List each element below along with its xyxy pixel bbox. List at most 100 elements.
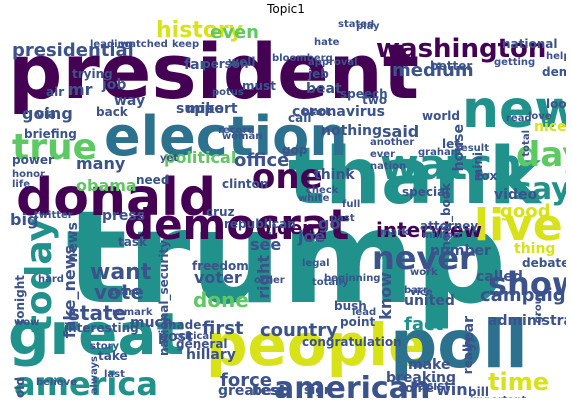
word-sign: sign: [304, 383, 333, 397]
word-time: time: [488, 368, 549, 396]
word-force: force: [220, 370, 272, 391]
word-campaign: campaign: [480, 285, 566, 306]
word-well: well: [228, 55, 256, 69]
word-washington: washington: [376, 34, 547, 64]
word-america: america: [14, 365, 158, 398]
word-thing: thing: [514, 241, 556, 257]
word-never: never: [372, 239, 475, 277]
word-critical: critical: [174, 331, 213, 342]
word-via: via: [36, 107, 57, 121]
word-office: office: [234, 150, 290, 171]
word-world: world: [422, 109, 460, 123]
word-racist: racist: [412, 379, 451, 393]
word-poll: poll: [390, 306, 528, 383]
word-live: live: [474, 200, 563, 251]
word-beat: beat: [306, 81, 342, 97]
word-hillary: hillary: [186, 347, 236, 363]
word-political: political: [164, 148, 237, 167]
word-press: press: [102, 208, 146, 224]
word-mark: mark: [380, 227, 409, 238]
word-tonight: tonight: [13, 275, 27, 325]
word-work: work: [410, 267, 438, 278]
word-donald: donald: [16, 168, 217, 228]
word-big: big: [10, 210, 39, 229]
word-biden: biden: [258, 218, 315, 239]
word-attorney: attorney: [420, 219, 479, 233]
word-mike: mike: [186, 101, 224, 117]
word-group: group: [533, 290, 544, 324]
word-think: think: [314, 167, 355, 183]
word-better: better: [430, 59, 473, 73]
word-getting: getting: [494, 57, 536, 68]
word-check: check: [306, 185, 339, 196]
word-presidential: presidential: [12, 40, 134, 61]
word-last: last: [104, 369, 125, 380]
word-really: really: [461, 336, 475, 375]
word-vote: vote: [94, 280, 144, 304]
word-trying: trying: [72, 67, 113, 81]
word-history: history: [156, 20, 244, 43]
word-greatest: greatest: [218, 383, 286, 398]
word-must: must: [242, 79, 276, 93]
word-general: general: [176, 337, 228, 351]
word-point: point: [340, 315, 376, 329]
word-fact: fact: [404, 314, 444, 335]
word-video: video: [494, 187, 538, 203]
word-team: team: [110, 287, 139, 298]
word-stated: stated: [338, 20, 375, 30]
word-win: win: [436, 380, 468, 398]
word-life: life: [12, 179, 30, 190]
word-democrat: democrat: [124, 200, 350, 249]
word-approval: approval: [308, 57, 358, 68]
word-coronavirus: coronavirus: [292, 104, 385, 120]
word-past: past: [330, 213, 355, 224]
word-keep: keep: [172, 39, 200, 50]
word-lead: lead: [352, 307, 377, 318]
word-cloud: president trump thank great people poll electi…: [6, 20, 566, 398]
word-twitter: twitter: [34, 210, 73, 221]
word-briefing: briefing: [24, 127, 77, 141]
word-trump: trump: [66, 184, 507, 333]
word-yet: yet: [160, 153, 179, 164]
word-new: new: [462, 80, 566, 140]
word-help: help: [546, 51, 566, 62]
word-go: go: [318, 214, 341, 233]
word-much: much: [130, 315, 173, 331]
word-first: first: [202, 318, 244, 339]
word-potus: potus: [212, 87, 244, 98]
word-election: election: [104, 105, 348, 168]
word-million: million: [422, 230, 461, 241]
word-cruz: cruz: [206, 205, 235, 219]
word-call: call: [288, 111, 312, 125]
word-good: good: [500, 201, 551, 222]
word-national-security: national_security: [157, 240, 171, 357]
word-legal: legal: [302, 258, 330, 269]
word-read: read: [506, 113, 532, 124]
word-white: white: [298, 193, 330, 204]
word-far: far: [184, 57, 207, 73]
word-fox: fox: [476, 169, 498, 183]
word-country: country: [260, 320, 338, 341]
word-interesting: interesting: [64, 321, 139, 335]
word-thank: thank: [288, 132, 541, 222]
word-debate: debate: [522, 256, 566, 270]
word-leading: leading: [90, 39, 132, 50]
word-republican: republican: [224, 217, 296, 231]
word-hold: hold: [13, 377, 27, 398]
word-love: love: [528, 111, 552, 122]
word-woman: woman: [222, 131, 263, 142]
word-nothing: nothing: [321, 123, 383, 139]
word-honor: honor: [12, 169, 45, 180]
word-gop: gop: [282, 143, 308, 157]
word-joe: joe: [298, 227, 326, 246]
word-hard: hard: [38, 274, 64, 285]
word-let: let: [442, 137, 460, 151]
word-watched: watched: [120, 39, 168, 50]
word-back: back: [96, 105, 128, 119]
word-jeb: jeb: [308, 67, 329, 81]
word-believe: believe: [36, 377, 77, 388]
word-watch: watch: [380, 140, 523, 189]
word-medium: medium: [392, 60, 474, 81]
word-breaking: breaking: [386, 370, 456, 386]
word-ever: ever: [370, 149, 396, 160]
